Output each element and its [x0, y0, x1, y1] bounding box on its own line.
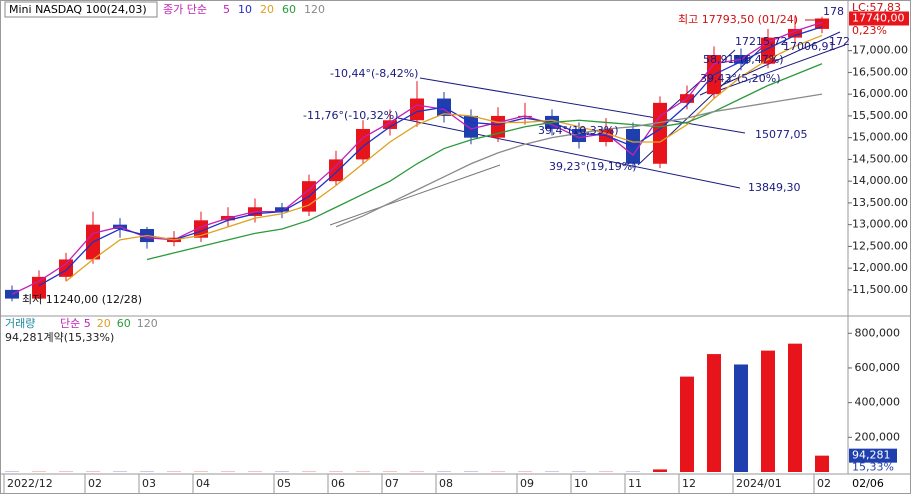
x-tick-label: 10 — [574, 477, 588, 490]
volume-bar — [761, 350, 775, 472]
price-marker-label: 17740,00 — [852, 11, 905, 24]
annotation: -10,44°(-8,42%) — [330, 67, 418, 80]
annotation: 39,43°(5,20%) — [700, 72, 781, 85]
y-tick-label: 800,000 — [855, 326, 901, 339]
volume-bar — [788, 343, 802, 472]
volume-change-label: 15,33% — [852, 461, 894, 474]
annotation: 39,4°(10,33%) — [538, 124, 619, 137]
ma-legend-label: 종가 단순 — [163, 3, 207, 16]
annotation: 39,23°(19,19%) — [549, 160, 637, 173]
y-tick-label: 16,000.00 — [852, 87, 908, 100]
legend-entry: 20 — [260, 3, 274, 16]
y-tick-label: 14,000.00 — [852, 174, 908, 187]
candle-body — [410, 98, 424, 121]
legend-entry: 60 — [282, 3, 296, 16]
volume-bar — [734, 364, 748, 472]
annotation: 17006,91 — [783, 40, 836, 53]
y-tick-label: 14,500.00 — [852, 152, 908, 165]
y-tick-label: 13,500.00 — [852, 196, 908, 209]
x-tick-label: 12 — [682, 477, 696, 490]
volume-marker-label: 94,281 — [852, 449, 891, 462]
y-tick-label: 12,500.00 — [852, 239, 908, 252]
volume-legend-entry: 단순 5 — [60, 317, 91, 330]
y-tick-label: 15,500.00 — [852, 109, 908, 122]
candle-body — [788, 28, 802, 38]
x-tick-label: 05 — [277, 477, 291, 490]
annotation: 최저 11240,00 (12/28) — [22, 293, 142, 306]
annotation: -11,76°(-10,32%) — [303, 109, 398, 122]
x-tick-label: 2024/01 — [736, 477, 782, 490]
volume-bar — [653, 469, 667, 472]
x-tick-label: 06 — [331, 477, 345, 490]
x-tick-label: 08 — [439, 477, 453, 490]
annotation: 172 — [829, 35, 850, 48]
lc-label: LC:57,83 — [852, 1, 901, 14]
annotation: 17215,72 — [735, 35, 788, 48]
candle-body — [5, 289, 19, 299]
price-marker — [849, 11, 909, 26]
y-tick-label: 15,000.00 — [852, 131, 908, 144]
legend-entry: 5 — [223, 3, 230, 16]
y-tick-label: 16,500.00 — [852, 65, 908, 78]
x-tick-label: 07 — [385, 477, 399, 490]
x-tick-label: 2022/12 — [7, 477, 53, 490]
y-tick-label: 400,000 — [855, 396, 901, 409]
annotation: 13849,30 — [748, 181, 801, 194]
volume-legend-entry: 60 — [117, 317, 131, 330]
x-tick-label: 03 — [142, 477, 156, 490]
candle-body — [194, 220, 208, 238]
ma-line — [11, 21, 823, 295]
annotation: 최고 17793,50 (01/24) — [678, 13, 798, 26]
x-tick-label: 11 — [628, 477, 642, 490]
volume-legend-entry: 120 — [137, 317, 158, 330]
volume-bar — [815, 455, 829, 472]
y-tick-label: 11,500.00 — [852, 283, 908, 296]
volume-legend-entry: 20 — [97, 317, 111, 330]
x-tick-label: 02 — [817, 477, 831, 490]
y-tick-label: 600,000 — [855, 361, 901, 374]
volume-marker — [849, 448, 897, 463]
legend-entry: 10 — [238, 3, 252, 16]
candle-body — [464, 115, 478, 138]
annotation: 58,91°(6,47%) — [703, 53, 784, 66]
candle-body — [59, 259, 73, 277]
volume-summary: 94,281계약(15,33%) — [5, 330, 114, 344]
candle-body — [356, 128, 370, 160]
candle-body — [815, 18, 829, 29]
candle-body — [275, 207, 289, 212]
title-box — [4, 1, 158, 18]
y-tick-label: 200,000 — [855, 430, 901, 443]
x-tick-label: 09 — [520, 477, 534, 490]
end-date-label: 02/06 — [852, 477, 884, 490]
volume-label: 거래량 — [5, 317, 35, 330]
volume-bar — [680, 376, 694, 472]
y-tick-label: 12,000.00 — [852, 261, 908, 274]
annotation: 15077,05 — [755, 128, 808, 141]
y-tick-label: 17,000.00 — [852, 44, 908, 57]
annotation: 178 — [823, 5, 844, 18]
ma-line — [335, 93, 823, 228]
change-label: 0,23% — [852, 24, 887, 37]
ma-line — [146, 63, 823, 261]
x-tick-label: 04 — [196, 477, 210, 490]
volume-bar — [707, 354, 721, 472]
candle-body — [383, 120, 397, 129]
chart-title: Mini NASDAQ 100(24,03) — [9, 3, 147, 16]
candle-body — [653, 102, 667, 164]
x-tick-label: 02 — [88, 477, 102, 490]
legend-entry: 120 — [304, 3, 325, 16]
y-tick-label: 13,000.00 — [852, 218, 908, 231]
